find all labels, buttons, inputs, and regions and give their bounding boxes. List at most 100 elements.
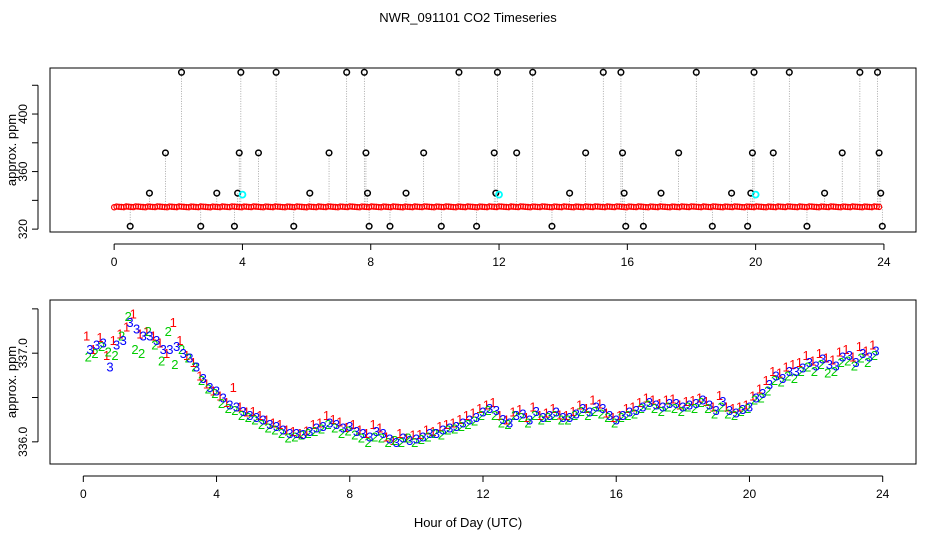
series-2-point: 2 — [151, 337, 158, 352]
series-1-point: 1 — [536, 408, 543, 423]
series-2-point: 2 — [205, 382, 212, 397]
series-3-point: 3 — [806, 355, 813, 370]
highlight-point — [238, 190, 247, 199]
series-2-point: 2 — [211, 386, 218, 401]
series-3-point: 3 — [433, 426, 440, 441]
series-3-point: 3 — [286, 426, 293, 441]
series-1-point: 1 — [576, 398, 583, 413]
series-2-point: 2 — [344, 423, 351, 438]
series-1-point: 1 — [829, 352, 836, 367]
series-2-point: 2 — [518, 410, 525, 425]
series-1-point: 1 — [469, 406, 476, 421]
series-3-point: 3 — [280, 422, 287, 437]
outlier-point — [386, 222, 394, 230]
outlier-point — [420, 149, 428, 157]
x-tick-label: 12 — [476, 487, 490, 501]
series-2-point: 2 — [618, 410, 625, 425]
series-1-point: 1 — [256, 408, 263, 423]
outlier-point — [126, 222, 134, 230]
series-3-point: 3 — [93, 337, 100, 352]
series-3-point: 3 — [839, 350, 846, 365]
series-1-point: 1 — [663, 392, 670, 407]
series-3-point: 3 — [706, 398, 713, 413]
series-2-point: 2 — [558, 413, 565, 428]
series-3-point: 3 — [792, 364, 799, 379]
series-1-point: 1 — [802, 348, 809, 363]
outlier-point — [769, 149, 777, 157]
series-2-point: 2 — [191, 359, 198, 374]
outlier-point — [237, 68, 245, 76]
series-3-point: 3 — [333, 417, 340, 432]
series-3-point: 3 — [493, 403, 500, 418]
series-3-point: 3 — [653, 398, 660, 413]
series-3-point: 3 — [206, 380, 213, 395]
outlier-point — [744, 222, 752, 230]
series-2-point: 2 — [265, 421, 272, 436]
series-3-point: 3 — [772, 368, 779, 383]
series-3-point: 3 — [220, 391, 227, 406]
series-1-point: 1 — [489, 395, 496, 410]
series-2-point: 2 — [751, 392, 758, 407]
series-2-point: 2 — [305, 426, 312, 441]
series-3-point: 3 — [393, 435, 400, 450]
series-1-point: 1 — [83, 328, 90, 343]
outlier-point — [365, 222, 373, 230]
series-3-point: 3 — [406, 433, 413, 448]
series-2-point: 2 — [638, 401, 645, 416]
outlier-point — [708, 222, 716, 230]
series-2-point: 2 — [771, 373, 778, 388]
series-1-point: 1 — [203, 376, 210, 391]
series-3-point: 3 — [846, 348, 853, 363]
series-2-point: 2 — [738, 404, 745, 419]
outlier-point — [582, 149, 590, 157]
series-1-point: 1 — [196, 368, 203, 383]
outlier-point — [513, 149, 521, 157]
series-1-point: 1 — [449, 415, 456, 430]
x-tick-label: 0 — [80, 487, 87, 501]
x-tick-label: 12 — [492, 255, 506, 269]
series-2-point: 2 — [185, 351, 192, 366]
series-3-point: 3 — [606, 408, 613, 423]
series-2-point: 2 — [271, 422, 278, 437]
series-1-point: 1 — [496, 408, 503, 423]
outlier-point — [473, 222, 481, 230]
x-tick-label: 20 — [749, 255, 763, 269]
series-2-point: 2 — [171, 357, 178, 372]
outlier-point — [748, 149, 756, 157]
series-3-point: 3 — [260, 413, 267, 428]
outlier-point — [878, 222, 886, 230]
series-2-point: 2 — [311, 424, 318, 439]
series-3-point: 3 — [713, 403, 720, 418]
series-3-point: 3 — [133, 321, 140, 336]
series-1-point: 1 — [403, 430, 410, 445]
series-1-point: 1 — [789, 357, 796, 372]
series-1-point: 1 — [230, 380, 237, 395]
series-2-point: 2 — [758, 391, 765, 406]
series-2-point: 2 — [398, 435, 405, 450]
series-2-point: 2 — [678, 404, 685, 419]
top-x-axis: 0 4 8 12 16 20 24 — [111, 243, 891, 269]
series-3-point: 3 — [553, 405, 560, 420]
series-3-point: 3 — [546, 408, 553, 423]
series-3-point: 3 — [173, 339, 180, 354]
series-3-point: 3 — [160, 342, 167, 357]
series-3-point: 3 — [473, 410, 480, 425]
outlier-point — [877, 189, 885, 197]
series-2-point: 2 — [531, 408, 538, 423]
series-1-point: 1 — [456, 412, 463, 427]
series-3-point: 3 — [593, 399, 600, 414]
series-1-point: 1 — [816, 346, 823, 361]
outlier-point — [343, 68, 351, 76]
series-2-point: 2 — [98, 339, 105, 354]
series-1-point: 1 — [376, 421, 383, 436]
outlier-point — [728, 189, 736, 197]
series-2-point: 2 — [684, 399, 691, 414]
outlier-point — [402, 189, 410, 197]
outlier-point — [639, 222, 647, 230]
series-1-point: 1 — [349, 417, 356, 432]
series-2-point: 2 — [658, 404, 665, 419]
series-3-point: 3 — [193, 359, 200, 374]
outlier-point — [785, 68, 793, 76]
series-2-point: 2 — [165, 324, 172, 339]
